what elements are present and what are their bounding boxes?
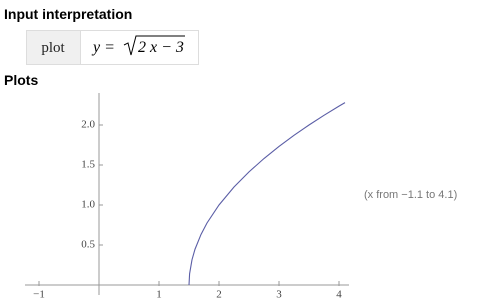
x-tick-label: 1 — [156, 289, 162, 301]
x-tick-label: 2 — [216, 289, 222, 301]
section-title: Input interpretation — [4, 6, 132, 22]
y-tick-label: 1.0 — [81, 199, 95, 211]
plot-range-note: (x from −1.1 to 4.1) — [364, 189, 457, 201]
formula-lhs: y = — [91, 39, 115, 56]
interpretation-label: plot — [41, 40, 65, 56]
y-tick-label: 0.5 — [81, 239, 95, 251]
x-tick-label: 3 — [276, 289, 282, 301]
radical-sign — [123, 35, 185, 56]
curve — [188, 102, 346, 286]
x-tick-label: −1 — [33, 289, 45, 301]
y-tick-label: 2.0 — [81, 119, 95, 131]
label-cell — [27, 31, 80, 64]
y-tick-label: 1.5 — [81, 159, 95, 171]
formula-radicand: 2 x − 3 — [138, 39, 184, 56]
x-tick-label: 4 — [336, 289, 342, 301]
section-title: Plots — [4, 72, 38, 88]
